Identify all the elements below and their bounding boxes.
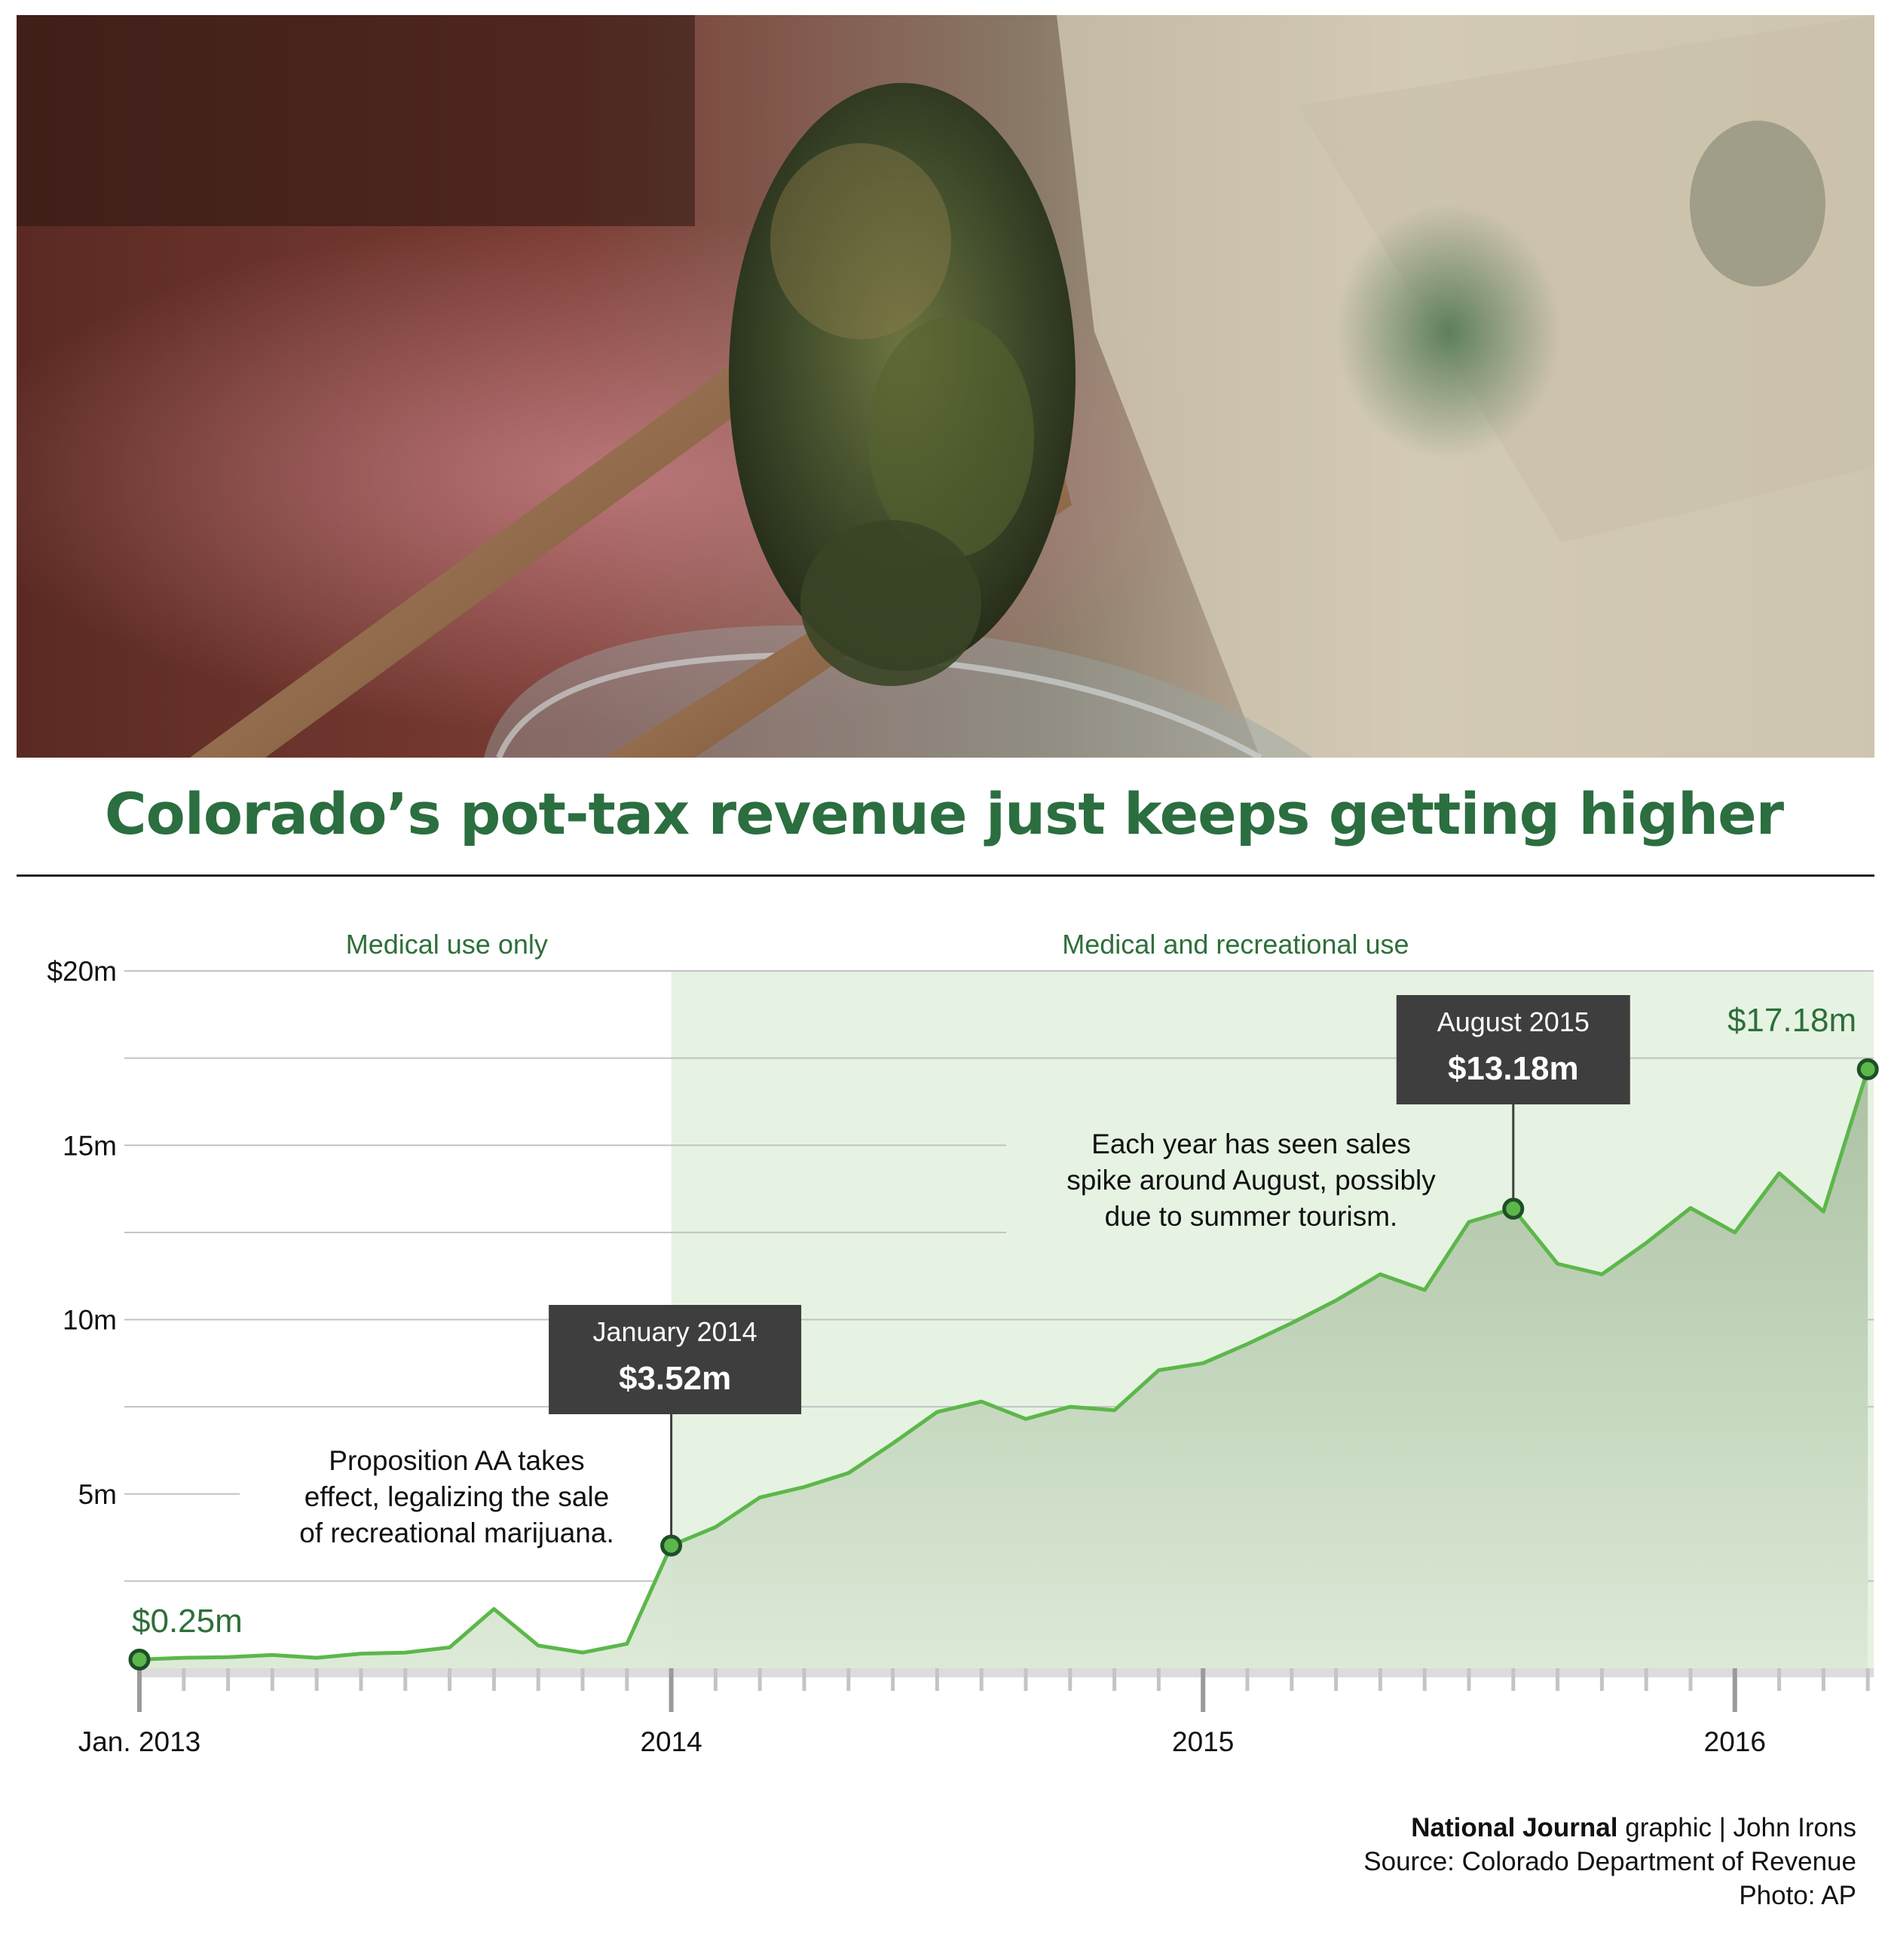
credits-source: Source: Colorado Department of Revenue [1363,1847,1856,1876]
credits-byline-text: graphic | John Irons [1617,1813,1856,1842]
annotation-note: effect, legalizing the sale [304,1481,610,1512]
data-point [1856,1058,1879,1080]
annotation-note: Proposition AA takes [329,1445,584,1476]
data-point [660,1534,683,1557]
x-tick-label: 2015 [1172,1726,1234,1757]
y-tick-label: 10m [63,1305,117,1336]
title-divider [17,874,1874,877]
header-photo [17,15,1874,758]
annotation-note: spike around August, possibly [1066,1165,1436,1196]
endpoint-label: $0.25m [132,1603,243,1640]
x-tick-label: 2016 [1704,1726,1766,1757]
callout-box [549,1305,802,1414]
y-tick-label: $20m [47,956,117,987]
data-point [1502,1197,1525,1220]
revenue-line [139,1068,1870,1661]
callout-date: January 2014 [593,1316,757,1347]
callout-value: $3.52m [619,1360,731,1397]
credits-photo: Photo: AP [1739,1881,1856,1910]
region-label: Medical use only [346,929,548,960]
annotation-note: due to summer tourism. [1105,1201,1398,1232]
y-tick-label: 5m [78,1479,117,1510]
region-label: Medical and recreational use [1062,929,1409,960]
annotation-note: of recreational marijuana. [299,1517,614,1548]
callout-date: August 2015 [1437,1006,1590,1037]
x-tick-label: 2014 [640,1726,702,1757]
photo-marijuana-bud-and-dollar-bill-icon [17,15,1874,758]
chart-title: Colorado’s pot-tax revenue just keeps ge… [104,780,1784,847]
revenue-chart: Medical use only Medical and recreational… [47,929,1879,1757]
annotation-note: Each year has seen sales [1091,1129,1411,1159]
endpoint-label: $17.18m [1727,1002,1856,1039]
x-tick-label: Jan. 2013 [78,1726,201,1757]
x-axis-band [139,1668,1874,1677]
credits-byline: National Journal graphic | John Irons [1411,1813,1856,1843]
callout-value: $13.18m [1448,1050,1579,1087]
data-point [128,1648,151,1671]
credits-outlet: National Journal [1411,1813,1618,1842]
y-tick-label: 15m [63,1130,117,1161]
revenue-area [139,1069,1868,1668]
callout-box [1396,995,1630,1104]
